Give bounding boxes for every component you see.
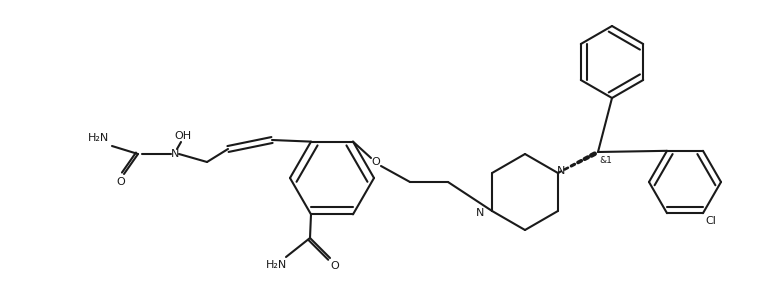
Text: H₂N: H₂N bbox=[88, 133, 109, 143]
Text: N: N bbox=[170, 149, 179, 159]
Text: Cl: Cl bbox=[705, 216, 716, 226]
Text: &1: &1 bbox=[600, 156, 612, 164]
Text: O: O bbox=[372, 157, 381, 167]
Text: O: O bbox=[331, 261, 339, 271]
Text: N: N bbox=[476, 208, 484, 218]
Text: H₂N: H₂N bbox=[265, 260, 287, 270]
Text: N: N bbox=[556, 166, 565, 176]
Text: OH: OH bbox=[174, 131, 191, 141]
Text: O: O bbox=[116, 177, 126, 187]
